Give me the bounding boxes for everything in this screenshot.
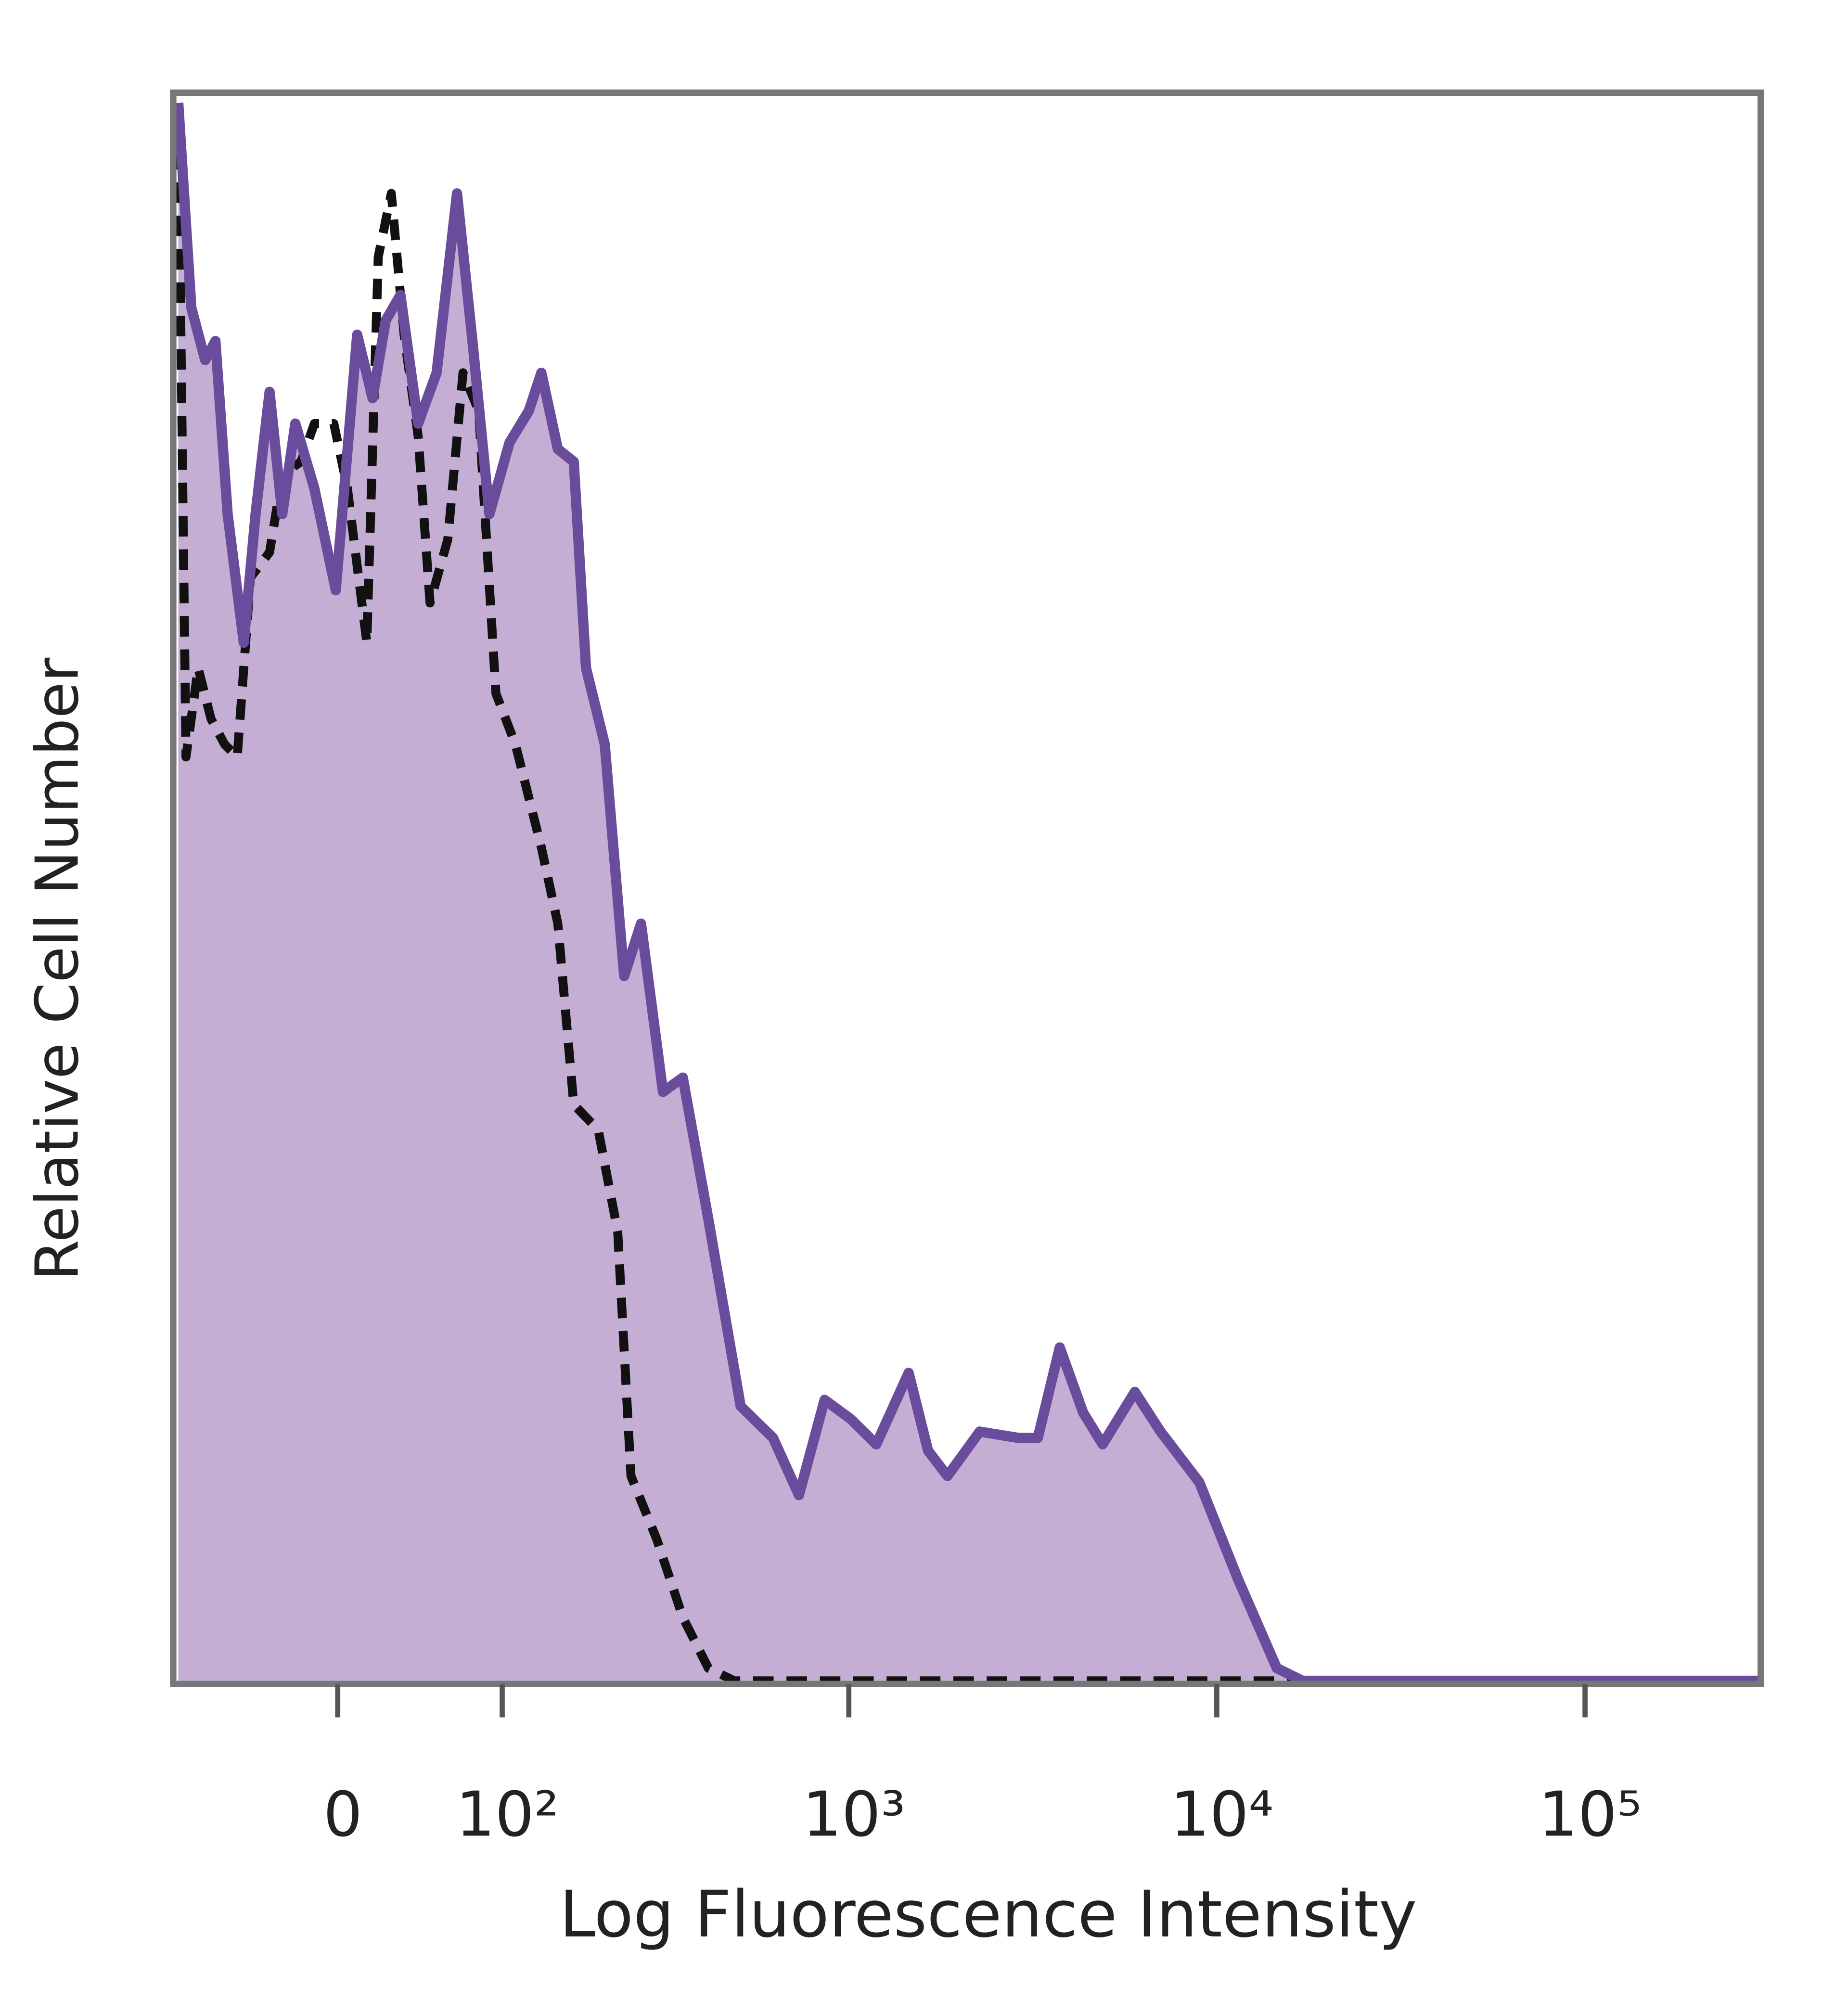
line — [173, 103, 1761, 1686]
x-tick-label: 10² — [456, 1779, 559, 1850]
plot-frame — [170, 90, 1764, 1687]
x-tick-label: 10⁴ — [1170, 1779, 1273, 1850]
y-axis-title: Relative Cell Number — [23, 657, 92, 1281]
x-axis-title: Log Fluorescence Intensity — [560, 1877, 1417, 1952]
x-tick-label: 10³ — [802, 1779, 905, 1850]
x-tick-label: 10⁵ — [1539, 1779, 1642, 1850]
x-tick-label: 0 — [323, 1779, 362, 1850]
